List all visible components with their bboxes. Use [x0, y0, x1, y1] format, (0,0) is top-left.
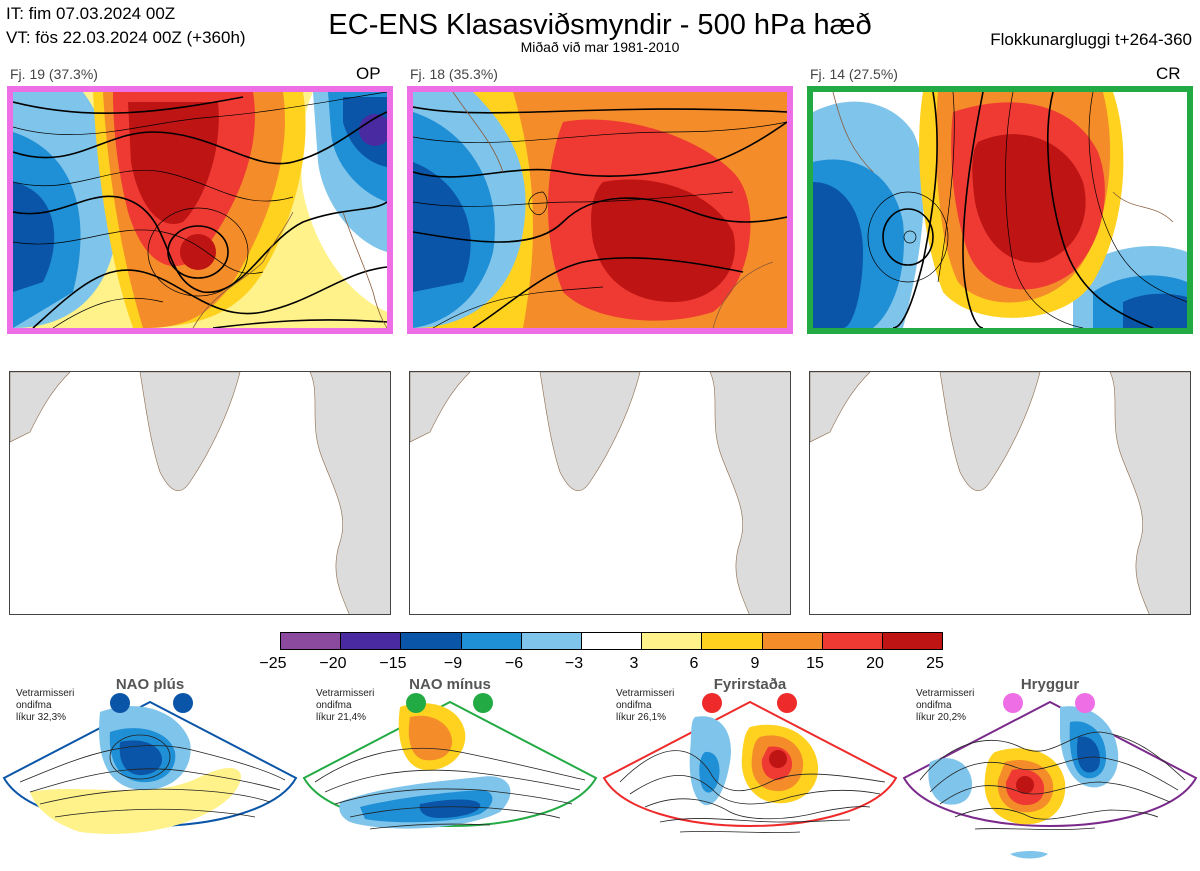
- initial-time: IT: fim 07.03.2024 00Z: [6, 4, 176, 23]
- colorbar-segment: [341, 633, 402, 649]
- regime-stats: Vetrarmisseri ondifma líkur 32,3%: [16, 688, 74, 724]
- regime-stat-probability: líkur 32,3%: [16, 712, 67, 723]
- regime-stat-season: Vetrarmisseri: [616, 688, 675, 699]
- regime-ridge: Hryggur Vetrarmisseri ondifma líkur 20,2…: [900, 672, 1200, 871]
- regime-name: Fyrirstaða: [713, 676, 787, 693]
- regime-name: NAO mínus: [409, 676, 491, 693]
- cluster-map-3: [807, 86, 1193, 334]
- regime-stat-probability: líkur 26,1%: [616, 712, 667, 723]
- panel-1-label: Fj. 19 (37.3%): [10, 66, 98, 82]
- regime-stat-type: ondifma: [316, 700, 352, 711]
- colorbar-tick: 6: [689, 655, 699, 672]
- colorbar-tick: −9: [443, 655, 463, 672]
- panel-1-tag: OP: [356, 64, 381, 83]
- regime-stats: Vetrarmisseri ondifma líkur 26,1%: [616, 688, 674, 724]
- empty-map-3: [809, 371, 1191, 615]
- colorbar-segment: [461, 633, 522, 649]
- regime-stats: Vetrarmisseri ondifma líkur 21,4%: [316, 688, 374, 724]
- regime-stat-probability: líkur 20,2%: [916, 712, 967, 723]
- regime-stat-type: ondifma: [616, 700, 652, 711]
- regime-name: Hryggur: [1020, 676, 1080, 693]
- colorbar-tick: −15: [379, 655, 407, 672]
- regime-stat-type: ondifma: [916, 700, 952, 711]
- regime-stats: Vetrarmisseri ondifma líkur 20,2%: [916, 688, 974, 724]
- regime-name: NAO plús: [115, 676, 185, 693]
- colorbar-tick: −25: [259, 655, 287, 672]
- clustering-window: Flokkunargluggi t+264-360: [990, 30, 1192, 49]
- regime-stat-season: Vetrarmisseri: [16, 688, 75, 699]
- cluster-map-1: [7, 86, 393, 334]
- colorbar-segment: [762, 633, 823, 649]
- regime-stat-probability: líkur 21,4%: [316, 712, 367, 723]
- colorbar-segment: [642, 633, 703, 649]
- regime-blocking: Fyrirstaða Vetrarmisseri ondifma líkur 2…: [600, 672, 900, 871]
- colorbar-tick: −6: [504, 655, 524, 672]
- colorbar-segment: [401, 633, 462, 649]
- colorbar-tick: 3: [629, 655, 639, 672]
- colorbar-segment: [822, 633, 883, 649]
- colorbar-tick: 9: [750, 655, 760, 672]
- colorbar-segment: [521, 633, 582, 649]
- empty-map-1: [9, 371, 391, 615]
- regime-stat-season: Vetrarmisseri: [916, 688, 975, 699]
- panel-3-label: Fj. 14 (27.5%): [810, 66, 898, 82]
- cluster-map-2: [407, 86, 793, 334]
- colorbar-segment: [702, 633, 763, 649]
- colorbar-segment: [882, 633, 943, 649]
- colorbar-segment: [581, 633, 643, 649]
- regime-stat-season: Vetrarmisseri: [316, 688, 375, 699]
- empty-map-2: [409, 371, 791, 615]
- regime-nao-minus: NAO mínus Vetrarmisseri ondifma líkur 21…: [300, 672, 600, 871]
- colorbar-tick: −20: [319, 655, 347, 672]
- colorbar-tick: 15: [806, 655, 824, 672]
- page-subtitle: Miðað við mar 1981-2010: [520, 39, 680, 55]
- panel-3-tag: CR: [1156, 64, 1181, 83]
- colorbar-tick: 25: [926, 655, 944, 672]
- colorbar-tick: −3: [564, 655, 584, 672]
- colorbar: [280, 632, 943, 650]
- colorbar-segment: [281, 633, 342, 649]
- valid-time: VT: fös 22.03.2024 00Z (+360h): [6, 28, 246, 47]
- colorbar-tick: 20: [866, 655, 884, 672]
- regime-stat-type: ondifma: [16, 700, 52, 711]
- regime-nao-plus: NAO plús Vetrarmisseri ondifma líkur 32,…: [0, 672, 300, 871]
- page-title: EC-ENS Klasasviðsmyndir - 500 hPa hæð: [328, 9, 872, 41]
- panel-2-label: Fj. 18 (35.3%): [410, 66, 498, 82]
